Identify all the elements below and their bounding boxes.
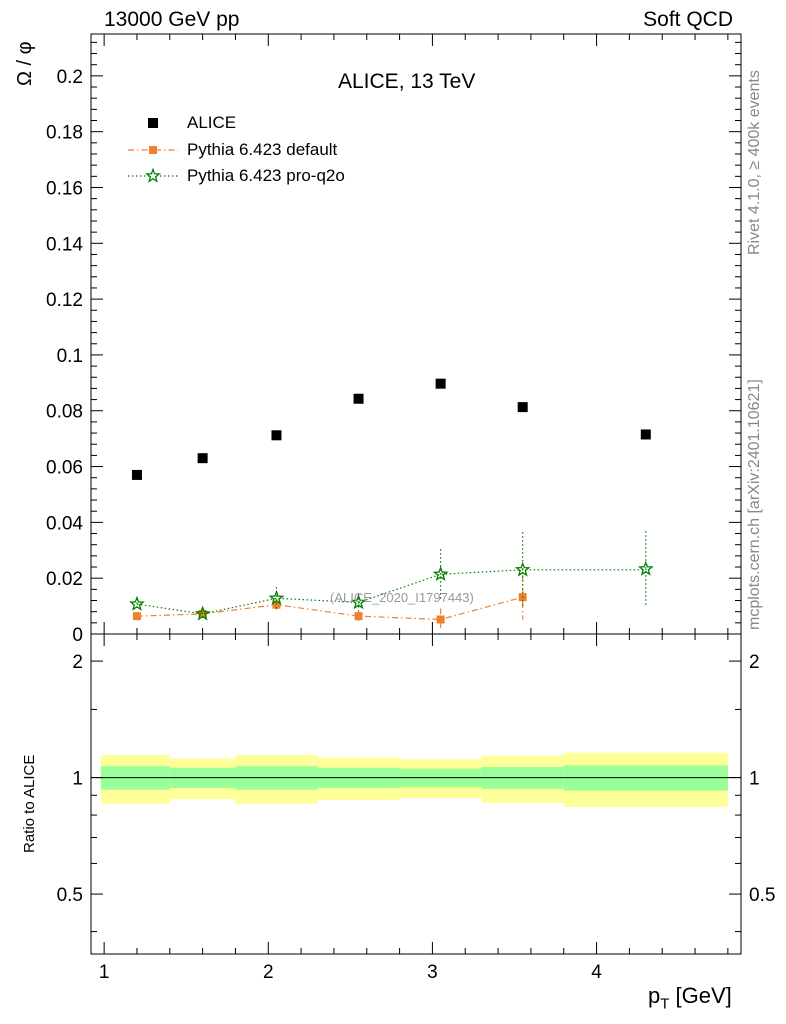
x-axis-label: pT [GeV] [648,983,732,1013]
y-tick-label: 0.04 [46,513,83,534]
ratio-tick-label-left: 0.5 [57,885,83,906]
default-point [436,615,445,624]
y-tick-label: 0.12 [46,290,83,311]
y-tick-label: 0.2 [57,67,83,88]
x-tick-label: 1 [99,962,110,983]
y-axis-label: Ω / φ [14,41,36,86]
legend-markers [128,118,178,183]
ratio-tick-label-right: 2 [749,652,760,673]
default-line [136,596,523,621]
axes-ticks: 0 0.02 0.04 0.06 0.08 0.1 0.12 0.14 0.16 0.18 0.2 0… [46,34,775,983]
y-tick-label: 0 [72,625,83,646]
y-tick-label: 0.18 [46,123,83,144]
ratio-bands [91,752,741,807]
legend-marker-alice [148,118,158,128]
y-tick-label: 0.02 [46,569,83,590]
default-point [272,600,281,609]
header-right: Soft QCD [643,8,733,31]
x-tick-label: 2 [263,962,274,983]
legend-marker-pro-q2o [145,167,161,183]
pro-q2o-point [637,560,654,576]
data-series [129,378,654,631]
legend-label-default: Pythia 6.423 default [187,140,338,159]
ratio-tick-label-right: 1 [749,769,760,790]
pro-q2o-point [194,605,211,621]
pro-q2o-point [268,589,285,606]
legend-label-pro-q2o: Pythia 6.423 pro-q2o [187,166,345,185]
rivet-side-label: Rivet 4.1.0, ≥ 400k events [746,70,763,255]
pro-q2o-point [129,595,145,611]
y-tick-label: 0.06 [46,458,83,479]
mcplots-side-label: mcplots.cern.ch [arXiv:2401.10621] [746,379,763,630]
header-left: 13000 GeV pp [104,8,240,31]
legend-marker-default [149,146,157,154]
alice-data-point [517,402,528,413]
x-tick-label: 4 [591,962,602,983]
ratio-plot-frame [90,633,742,955]
legend-label-alice: ALICE [187,113,237,132]
x-tick-label: 3 [427,962,438,983]
y-tick-label: 0.14 [46,234,83,255]
alice-data-point [435,378,446,389]
alice-data-point [640,429,651,440]
default-point [132,612,141,621]
y-tick-label: 0.08 [46,402,83,423]
pro-q2o-point [514,561,531,577]
y-tick-label: 0.1 [57,346,83,367]
chart-title: ALICE, 13 TeV [338,70,476,93]
pro-q2o-point [350,594,367,610]
alice-data-point [197,453,208,464]
ratio-tick-label-left: 1 [72,769,83,790]
alice-data-point [353,393,364,404]
ratio-tick-label-left: 2 [72,652,83,673]
default-point [198,609,207,618]
y-tick-label: 0.16 [46,178,83,199]
ratio-tick-label-right: 0.5 [749,885,775,906]
alice-data-point [271,430,282,441]
default-point [354,612,363,621]
alice-data-point [131,469,142,480]
ratio-y-axis-label: Ratio to ALICE [21,754,38,853]
analysis-watermark: (ALICE_2020_I1797443) [330,590,474,605]
pro-q2o-point [432,565,449,582]
